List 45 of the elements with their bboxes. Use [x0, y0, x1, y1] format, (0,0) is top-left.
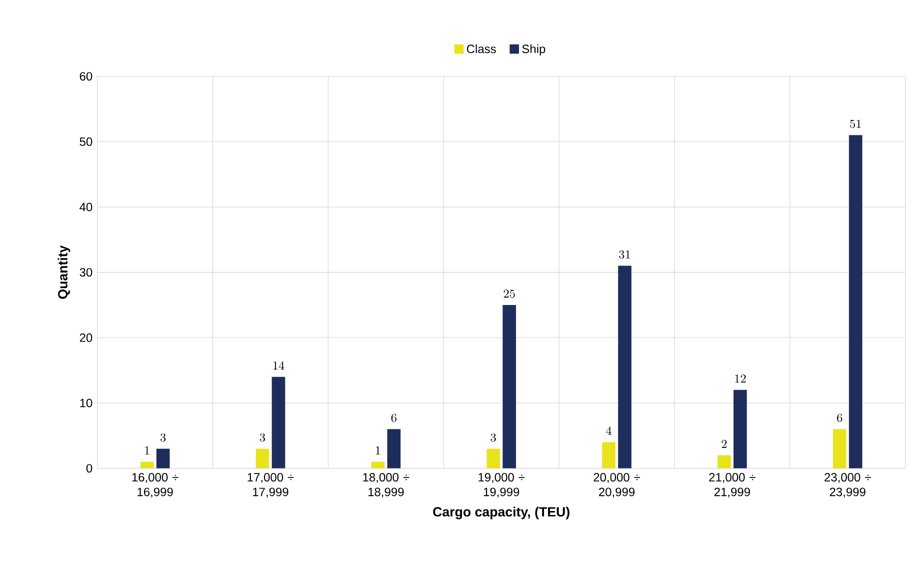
data-label: 3 — [260, 433, 266, 442]
y-tick-label: 60 — [80, 72, 92, 81]
legend-label: Ship — [522, 44, 546, 56]
x-tick-label: 23,000 ÷ 23,999 — [824, 473, 871, 498]
data-label: 3 — [160, 433, 166, 442]
bar — [502, 304, 516, 468]
bar — [618, 266, 632, 468]
x-tick-label: 17,000 ÷ 17,999 — [248, 473, 294, 498]
data-label: 51 — [850, 120, 861, 128]
y-tick-label: 40 — [80, 202, 92, 212]
bar — [371, 462, 385, 468]
legend-label: Class — [466, 44, 496, 54]
bar — [734, 390, 747, 468]
x-tick-label: 18,000 ÷ 18,999 — [363, 473, 410, 498]
x-tick-label: 19,000 ÷ 19,999 — [478, 473, 525, 498]
bar — [486, 448, 500, 468]
y-tick-label: 50 — [80, 137, 92, 146]
data-label: 6 — [837, 414, 842, 422]
data-label: 2 — [722, 440, 727, 448]
data-label: 4 — [606, 426, 612, 435]
bar — [272, 376, 286, 468]
bar — [848, 135, 862, 468]
bar — [387, 429, 401, 468]
data-label: 12 — [735, 374, 746, 383]
bar — [602, 442, 616, 468]
x-tick-label: 20,000 ÷ 20,999 — [594, 473, 640, 498]
data-label: 1 — [376, 446, 380, 454]
bar — [156, 448, 170, 468]
x-tick-label: 16,000 ÷ 16,999 — [132, 473, 178, 498]
bar — [718, 455, 731, 468]
data-label: 6 — [391, 414, 396, 422]
x-tick-label: 21,000 ÷ 21,999 — [709, 473, 756, 498]
y-tick-label: 10 — [80, 398, 92, 408]
data-label: 31 — [619, 250, 630, 259]
bar — [832, 429, 846, 468]
y-tick-label: 0 — [86, 464, 92, 473]
bar — [256, 448, 270, 468]
data-label: 3 — [490, 433, 496, 442]
y-tick-label: 30 — [80, 268, 92, 277]
data-label: 25 — [504, 290, 515, 298]
data-label: 1 — [145, 446, 150, 454]
y-tick-label: 20 — [80, 333, 92, 342]
x-axis-title: Cargo capacity, (TEU) — [433, 506, 570, 520]
y-axis-title: Quantity — [58, 245, 70, 299]
data-label: 14 — [273, 361, 284, 370]
